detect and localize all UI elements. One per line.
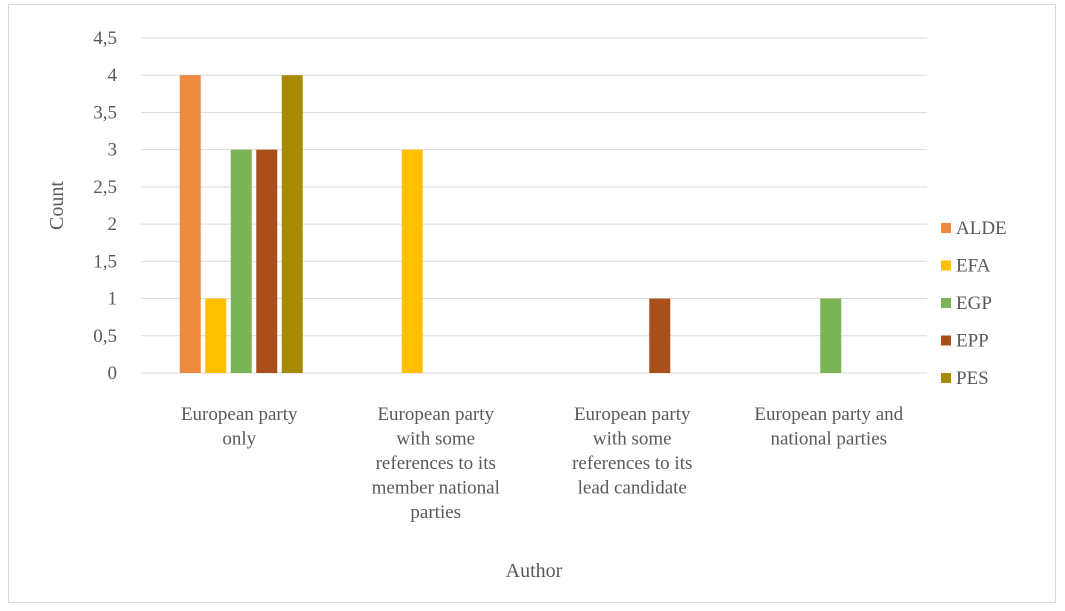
x-category-label: European party only <box>181 404 298 450</box>
bar-chart: 00,511,522,533,544,5 European party onlyE… <box>46 28 1007 582</box>
y-tick-label: 2 <box>108 214 118 235</box>
legend-label-efa: EFA <box>956 256 991 277</box>
legend-label-alde: ALDE <box>956 218 1007 239</box>
legend-swatch-pes <box>941 373 951 383</box>
chart-frame: 0 0,5 1 1,5 2 2,5 3 3,5 4 4,5 European party only E… <box>8 4 1056 603</box>
bar-alde-1 <box>179 75 201 373</box>
y-tick-label: 4,5 <box>93 28 117 49</box>
legend-label-egp: EGP <box>956 293 992 314</box>
legend-label-pes: PES <box>956 368 989 389</box>
bar-egp-4 <box>820 298 842 373</box>
x-axis-title: Author <box>506 560 563 582</box>
x-category-label: European party with some references to its… <box>372 404 500 523</box>
bars <box>179 75 842 373</box>
x-category-label: European party with some references to its… <box>572 404 692 499</box>
legend-swatch-epp <box>941 335 951 346</box>
y-tick-label: 1 <box>108 289 118 310</box>
y-tick-label: 0 <box>108 363 118 384</box>
y-axis-tick-labels: 0 0,5 1 1,5 2 2,5 3 3,5 4 4,5 <box>93 28 117 384</box>
bar-efa-1 <box>205 298 227 373</box>
x-axis-category-labels: European party only European party with som… <box>181 404 904 523</box>
y-tick-label: 1,5 <box>93 251 117 272</box>
bar-epp-1 <box>256 149 278 373</box>
y-tick-label: 3 <box>108 140 118 161</box>
bar-efa-2 <box>401 149 423 373</box>
y-axis-title: Count <box>46 181 68 230</box>
legend: ALDE EFA EGP EPP PES <box>941 218 1007 389</box>
legend-swatch-egp <box>941 298 951 308</box>
bar-pes-1 <box>281 75 303 373</box>
bar-epp-3 <box>649 298 671 373</box>
y-tick-label: 0,5 <box>93 326 117 347</box>
legend-swatch-alde <box>941 223 951 233</box>
y-tick-label: 4 <box>108 65 118 86</box>
legend-swatch-efa <box>941 260 951 271</box>
y-tick-label: 2,5 <box>93 177 117 198</box>
legend-label-epp: EPP <box>956 331 989 352</box>
y-tick-label: 3,5 <box>93 102 117 123</box>
x-category-label: European party and national parties <box>754 404 903 450</box>
bar-egp-1 <box>230 149 252 373</box>
